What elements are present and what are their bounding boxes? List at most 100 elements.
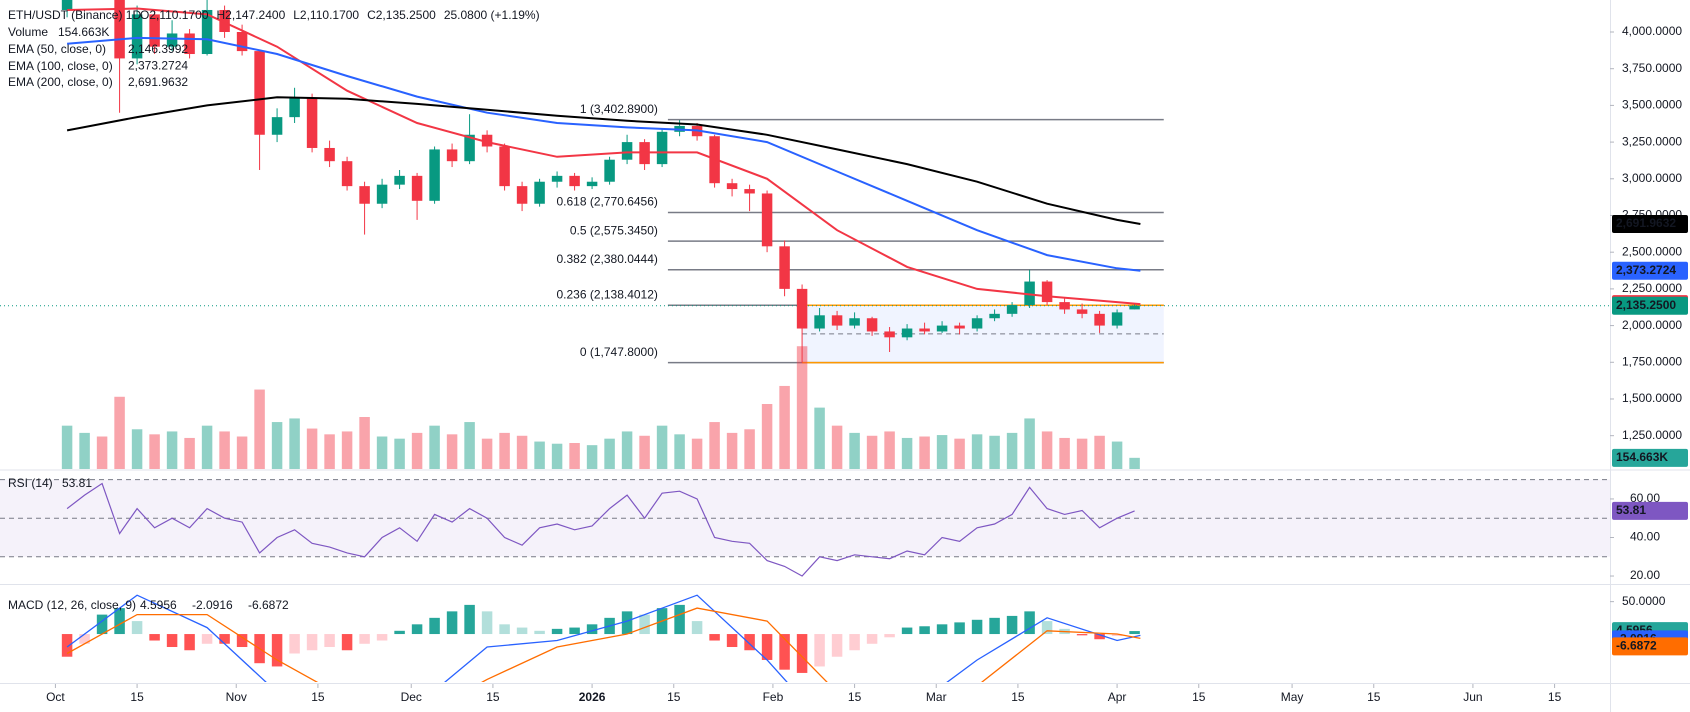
price-badge-label: 2,691.9632: [1616, 216, 1676, 230]
macd-histogram-bar: [569, 627, 580, 635]
candle-body: [429, 149, 440, 201]
macd-histogram-bar: [201, 634, 213, 644]
candle-body: [184, 33, 195, 55]
legend-value: 4.5956: [140, 598, 177, 612]
ohlc-value: C2,135.2500: [367, 8, 436, 22]
macd-histogram-bar: [1111, 634, 1123, 636]
macd-histogram-bar: [1006, 615, 1018, 635]
volume-bar: [516, 435, 528, 469]
legend-name: EMA (50, close, 0): [8, 42, 106, 56]
macd-line: [66, 594, 1141, 682]
macd-histogram-bar: [289, 634, 300, 654]
candle-body: [761, 193, 773, 247]
volume-bar: [201, 425, 213, 469]
candle-body: [1076, 309, 1088, 314]
candle-body: [271, 117, 283, 135]
volume-bar: [411, 432, 423, 469]
macd-histogram-bar: [586, 624, 598, 635]
candle-body: [1111, 312, 1123, 326]
volume-bar: [499, 432, 510, 469]
ohlc-value: O2,110.1700: [140, 8, 209, 22]
volume-bar: [691, 438, 703, 469]
candle-body: [516, 186, 528, 204]
macd-histogram-bar: [849, 634, 860, 651]
price-badge: [1612, 215, 1688, 234]
macd-histogram-bar: [814, 634, 825, 667]
macd-histogram-bar: [954, 622, 965, 635]
macd-histogram-bar: [989, 617, 1000, 635]
macd-histogram-bar: [901, 627, 913, 635]
macd-histogram-bar: [411, 624, 423, 635]
macd-histogram-bar: [236, 634, 248, 648]
volume-bar: [96, 436, 108, 469]
y-tick-label: 50.0000: [1622, 594, 1666, 608]
legend-value: 2,146.3992: [128, 42, 188, 56]
legend-name: Volume: [8, 25, 48, 39]
legend-value: 2,691.9632: [128, 75, 188, 89]
candle-body: [621, 142, 633, 160]
rsi-pane: [0, 479, 1610, 577]
x-tick-label: 15: [848, 690, 862, 704]
volume-bar: [534, 441, 545, 469]
price-badge: [1612, 296, 1688, 315]
legend-value: -6.6872: [248, 598, 289, 612]
x-tick-label: 15: [1192, 690, 1206, 704]
price-badge: [1612, 501, 1688, 520]
candle-body: [166, 33, 178, 47]
macd-histogram-bar: [761, 634, 773, 660]
candle-body: [919, 328, 930, 332]
candle-body: [376, 184, 388, 204]
axes: 4,000.0000 3,750.0000 3,500.0000 3,250.0000…: [46, 24, 1688, 704]
x-tick-label: 15: [1367, 690, 1381, 704]
macd-histogram-bar: [534, 630, 545, 635]
volume-bar: [446, 434, 458, 469]
volume-bar: [1076, 438, 1088, 469]
volume-bar: [884, 431, 895, 469]
macd-histogram-bar: [936, 624, 948, 635]
candle-body: [219, 9, 230, 33]
candle-body: [306, 98, 318, 148]
macd-histogram-bar: [919, 626, 930, 635]
candle-body: [464, 134, 475, 162]
candle-body: [954, 325, 965, 329]
volume-bar: [1041, 431, 1053, 469]
y-tick-label: 40.00: [1630, 530, 1660, 544]
y-tick-label: 4,000.0000: [1622, 24, 1682, 38]
candle-body: [114, 0, 125, 59]
candle-body: [481, 134, 493, 147]
candle-body: [149, 14, 160, 47]
candle-body: [499, 146, 510, 187]
macd-histogram-bar: [709, 634, 720, 641]
candle-body: [446, 149, 458, 162]
macd-histogram-bar: [691, 621, 703, 635]
x-tick-label: 15: [667, 690, 681, 704]
candle-body: [586, 181, 598, 187]
macd-histogram-bar: [341, 634, 353, 651]
candle-body: [971, 318, 983, 329]
y-tick-label: 2,500.0000: [1622, 244, 1682, 258]
volume-bar: [394, 438, 405, 469]
candle-body: [254, 51, 265, 135]
price-pane: 1 (3,402.8900) 0.618 (2,770.6456) 0.5 (2,5…: [0, 0, 1610, 469]
volume-bar: [586, 445, 598, 469]
volume-bar: [656, 425, 668, 469]
y-tick-label: 3,000.0000: [1622, 171, 1682, 185]
macd-histogram-bar: [219, 634, 230, 644]
y-tick-label: 2,000.0000: [1622, 318, 1682, 332]
volume-bar: [61, 425, 73, 469]
volume-bar: [289, 418, 300, 469]
macd-histogram-bar: [884, 634, 895, 638]
macd-histogram-bar: [446, 611, 458, 635]
legend-name: MACD (12, 26, close, 9): [8, 598, 136, 612]
macd-histogram-bar: [166, 634, 178, 648]
volume-bar: [971, 434, 983, 469]
candle-body: [989, 313, 1000, 319]
candle-body: [849, 318, 860, 326]
y-tick-label: 1,250.0000: [1622, 428, 1682, 442]
volume-bar: [1129, 457, 1140, 469]
candle-body: [394, 175, 405, 185]
macd-histogram-bar: [971, 619, 983, 635]
candle-body: [131, 14, 143, 59]
candle-body: [341, 161, 353, 187]
